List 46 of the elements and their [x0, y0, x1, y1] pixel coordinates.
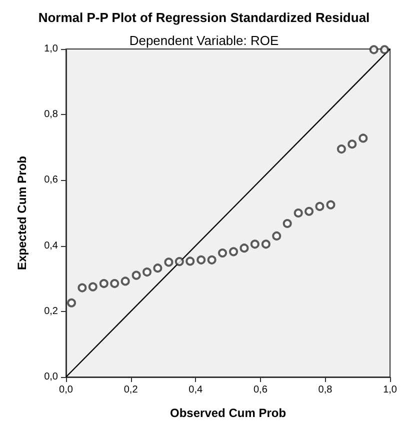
- point: [164, 258, 174, 267]
- y-tick-label: 0,4: [44, 240, 58, 252]
- x-tick-label: 1,0: [383, 384, 398, 396]
- chart-title: Normal P-P Plot of Regression Standardized Residual: [38, 10, 370, 25]
- x-axis-title: Observed Cum Prob: [170, 406, 286, 420]
- y-tick-label: 0,0: [44, 372, 58, 382]
- point: [326, 200, 336, 210]
- point: [261, 240, 270, 249]
- x-tick-label: 0,2: [124, 384, 138, 396]
- point: [294, 208, 303, 218]
- point: [196, 255, 206, 264]
- point: [153, 264, 162, 273]
- x-tick-label: 0,8: [318, 384, 333, 396]
- point: [358, 134, 368, 143]
- point: [218, 248, 228, 258]
- point: [282, 219, 292, 228]
- point: [120, 276, 130, 286]
- point: [304, 206, 314, 216]
- point: [315, 202, 324, 211]
- point: [67, 298, 76, 308]
- y-axis-title: Expected Cum Prob: [15, 156, 29, 270]
- point: [110, 279, 120, 288]
- point: [369, 45, 378, 54]
- point: [250, 240, 260, 249]
- x-tick-label: 0,0: [59, 384, 74, 396]
- point: [99, 279, 108, 288]
- y-tick-label: 1,0: [44, 44, 58, 54]
- point: [88, 282, 98, 292]
- point: [336, 144, 346, 154]
- point: [380, 45, 390, 54]
- y-tick-label: 0,6: [44, 174, 58, 186]
- point: [348, 140, 357, 149]
- chart-subtitle: Dependent Variable: ROE: [129, 33, 279, 48]
- point: [272, 231, 282, 240]
- point: [142, 268, 152, 277]
- point: [186, 256, 195, 266]
- x-tick-label: 0,6: [253, 384, 268, 396]
- y-tick-label: 0,2: [44, 306, 58, 317]
- point: [229, 247, 238, 256]
- point: [240, 244, 249, 253]
- x-tick-label: 0,4: [188, 384, 204, 396]
- y-tick-label: 0,8: [44, 109, 58, 120]
- point: [207, 255, 216, 264]
- point: [78, 283, 87, 292]
- point: [174, 257, 184, 266]
- point: [132, 270, 141, 280]
